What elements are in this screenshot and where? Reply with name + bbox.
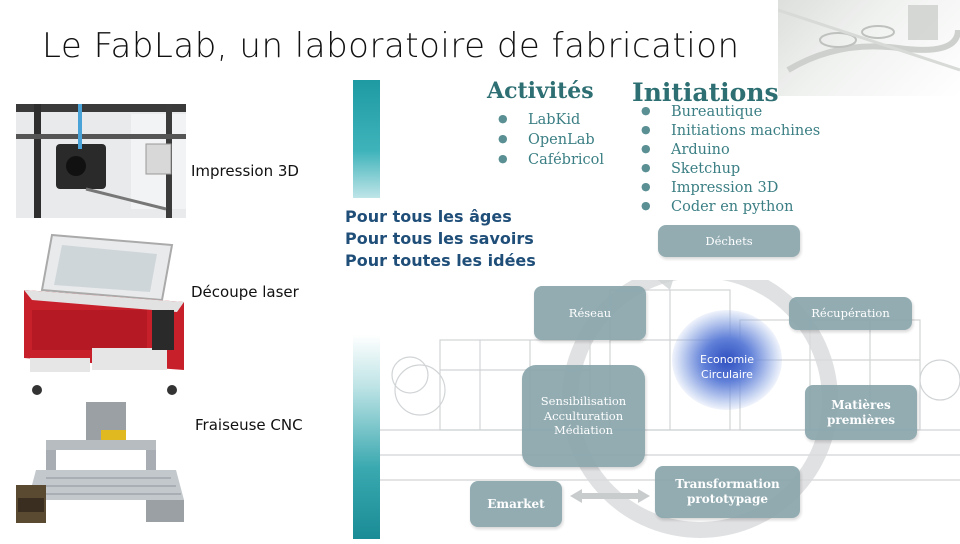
cycle-node-dechets: Déchets <box>658 225 800 257</box>
cnc-closeup-photo <box>777 0 960 96</box>
list-item: ● Arduino <box>641 142 730 158</box>
cycle-node-emarket: Emarket <box>470 481 562 527</box>
list-item: ● Coder en python <box>641 199 794 215</box>
slide-title: Le FabLab, un laboratoire de fabrication <box>42 26 740 66</box>
list-item: ● LabKid <box>498 112 581 128</box>
tagline-idees: Pour toutes les idées <box>345 251 536 270</box>
cycle-node-recuperation: Récupération <box>789 297 912 330</box>
machine-caption-cnc: Fraiseuse CNC <box>195 416 303 434</box>
bullet-icon: ● <box>641 161 651 174</box>
cnc-mill-photo <box>16 400 186 525</box>
cycle-node-transformation: Transformation prototypage <box>655 466 800 518</box>
machine-caption-laser: Découpe laser <box>191 283 299 301</box>
list-item: ● Bureautique <box>641 104 763 120</box>
bullet-icon: ● <box>641 123 651 136</box>
accent-bar-bottom <box>353 335 380 539</box>
list-item: ● Initiations machines <box>641 123 821 139</box>
cycle-node-matieres: Matières premières <box>805 385 917 440</box>
economie-circulaire-center <box>672 310 782 410</box>
accent-bar-top <box>353 80 380 198</box>
3d-printer-photo <box>16 104 186 218</box>
list-item: ● Cafébricol <box>498 152 605 168</box>
laser-cutter-photo <box>22 230 186 400</box>
bullet-icon: ● <box>498 112 508 125</box>
bullet-icon: ● <box>641 104 651 117</box>
list-item: ● OpenLab <box>498 132 595 148</box>
tagline-savoirs: Pour tous les savoirs <box>345 229 534 248</box>
bullet-icon: ● <box>641 142 651 155</box>
activites-heading: Activités <box>487 78 594 104</box>
economie-circulaire-label: Economie Circulaire <box>700 353 754 382</box>
machine-caption-3d: Impression 3D <box>191 162 299 180</box>
initiations-heading: Initiations <box>632 78 779 107</box>
bullet-icon: ● <box>498 132 508 145</box>
cycle-node-sensibilisation: Sensibilisation Acculturation Médiation <box>522 365 645 467</box>
double-arrow-icon <box>570 488 650 504</box>
list-item: ● Sketchup <box>641 161 741 177</box>
bullet-icon: ● <box>641 180 651 193</box>
tagline-ages: Pour tous les âges <box>345 207 512 226</box>
cycle-node-reseau: Réseau <box>534 286 646 340</box>
list-item: ● Impression 3D <box>641 180 779 196</box>
bullet-icon: ● <box>498 152 508 165</box>
bullet-icon: ● <box>641 199 651 212</box>
